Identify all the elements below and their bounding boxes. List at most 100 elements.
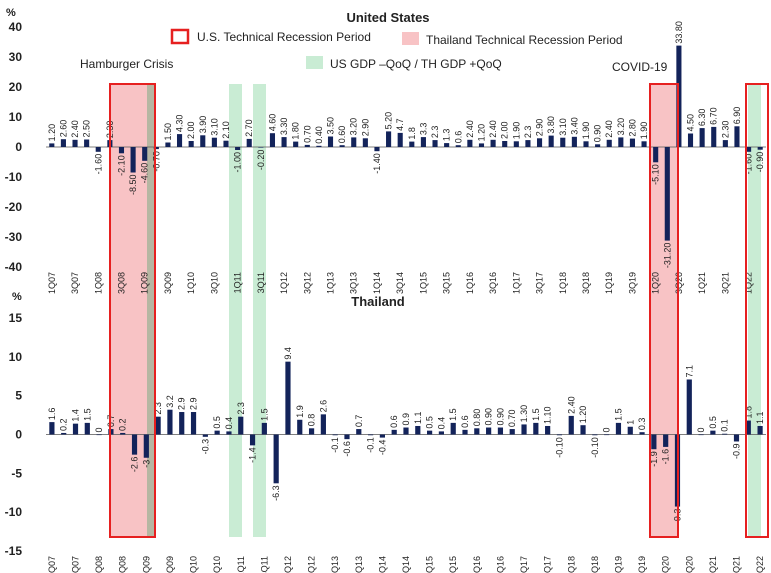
us-bar: [130, 147, 136, 173]
us-bar: [699, 128, 705, 147]
th-bar: [592, 434, 598, 436]
th-y-tick-label: -5: [11, 466, 22, 480]
us-bar: [606, 139, 612, 147]
us-value-label: 3.90: [198, 116, 208, 134]
th-value-label: 2.9: [189, 398, 199, 411]
us-value-label: 1.3: [442, 129, 452, 142]
us-value-label: -0.90: [755, 152, 765, 173]
us-bar: [293, 141, 299, 147]
th-value-label: 2.9: [177, 398, 187, 411]
th-x-tick-label: 1Q20: [661, 556, 671, 573]
us-value-label: 2.40: [70, 120, 80, 138]
us-value-label: 4.7: [395, 118, 405, 131]
th-value-label: 0.80: [472, 409, 482, 427]
th-y-tick-label: 10: [9, 350, 23, 364]
th-value-label: 0.6: [389, 415, 399, 428]
us-bar: [316, 145, 322, 147]
th-x-tick-label: 3Q20: [684, 556, 694, 573]
th-bar: [663, 434, 669, 447]
us-bar: [339, 145, 345, 147]
us-x-tick-label: 1Q19: [604, 272, 614, 294]
th-bar: [285, 361, 291, 435]
us-value-label: 3.20: [349, 118, 359, 136]
th-value-label: -1.9: [649, 451, 659, 467]
us-bar: [583, 141, 589, 147]
us-value-label: 1.90: [639, 122, 649, 140]
us-bar: [235, 147, 241, 150]
th-bar: [131, 434, 138, 455]
us-x-tick-label: 3Q11: [256, 272, 266, 293]
th-x-tick-label: 3Q11: [259, 556, 269, 573]
us-x-tick-label: 3Q12: [302, 272, 312, 294]
th-bar: [486, 427, 492, 435]
us-bar: [711, 126, 717, 147]
th-value-label: 1.5: [82, 408, 92, 421]
th-value-label: 0.6: [460, 415, 470, 428]
th-bar: [391, 429, 397, 435]
us-bar: [142, 147, 148, 161]
th-bar: [568, 415, 574, 435]
us-value-label: 3.50: [326, 117, 336, 135]
th-x-tick-label: 1Q14: [377, 556, 387, 573]
us-value-label: 2.10: [221, 121, 231, 139]
us-value-label: 2.90: [535, 119, 545, 137]
shaded-periods: [110, 84, 761, 537]
th-value-label: 1.6: [47, 408, 57, 421]
th-bar: [84, 422, 90, 435]
th-value-label: 0.5: [425, 416, 435, 429]
us-bar: [409, 141, 415, 147]
th-x-tick-label: 3Q19: [637, 556, 647, 573]
us-value-label: 2.00: [500, 121, 510, 139]
th-bar: [722, 433, 728, 435]
us-value-label: 0.6: [453, 131, 463, 144]
us-bar: [397, 132, 403, 147]
us-bar: [176, 134, 183, 147]
th-x-tick-label: 1Q09: [141, 556, 151, 573]
th-value-label: 2.3: [153, 402, 163, 415]
us-value-label: 1.20: [476, 124, 486, 142]
th-bar: [120, 432, 126, 435]
us-value-label: 1.50: [163, 123, 173, 141]
th-bar: [49, 422, 55, 435]
us-bar: [258, 147, 264, 148]
us-value-label: 0.70: [302, 125, 312, 143]
th-bar: [202, 434, 208, 437]
us-value-label: -5.10: [651, 164, 661, 185]
us-bar: [304, 144, 310, 147]
us-value-label: 1.20: [47, 124, 57, 142]
us-x-tick-label: 3Q19: [627, 272, 637, 294]
us-bar: [351, 137, 357, 147]
th-bar: [427, 430, 433, 435]
th-bar: [332, 434, 338, 436]
us-bar: [432, 140, 438, 147]
us-bar: [188, 141, 194, 147]
us-bar: [420, 137, 426, 147]
us-value-label: 3.30: [279, 118, 289, 136]
th-bar: [733, 434, 740, 442]
us-x-tick-label: 1Q20: [651, 272, 661, 294]
us-x-tick-label: 1Q15: [418, 272, 428, 294]
th-bar: [474, 428, 480, 435]
us-y-tick-label: -20: [5, 200, 23, 214]
us-x-tick-label: 1Q14: [372, 272, 382, 294]
th-bar: [226, 431, 232, 435]
us-bar: [246, 138, 252, 147]
th-value-label: 0.4: [224, 417, 234, 430]
legend-gdp-swatch: [306, 56, 323, 69]
th-x-tick-label: 3Q21: [731, 556, 741, 573]
th-value-label: 0.2: [118, 418, 128, 431]
us-y-tick-label: 0: [15, 140, 22, 154]
us-value-label: 2.70: [244, 119, 254, 137]
us-bar: [455, 145, 461, 147]
th-value-label: 1.1: [755, 411, 765, 424]
us-value-label: 0.40: [314, 126, 324, 144]
us-y-tick-label: 20: [9, 80, 23, 94]
us-x-tick-label: 3Q18: [581, 272, 591, 294]
us-bar: [72, 139, 78, 147]
gdp-band-1q22: [748, 84, 761, 537]
th-bar: [320, 414, 326, 435]
gdp-band-1q11: [229, 84, 242, 537]
th-bar: [686, 379, 692, 435]
th-x-tick-label: 3Q16: [495, 556, 505, 573]
us-value-label: 5.20: [384, 112, 394, 130]
